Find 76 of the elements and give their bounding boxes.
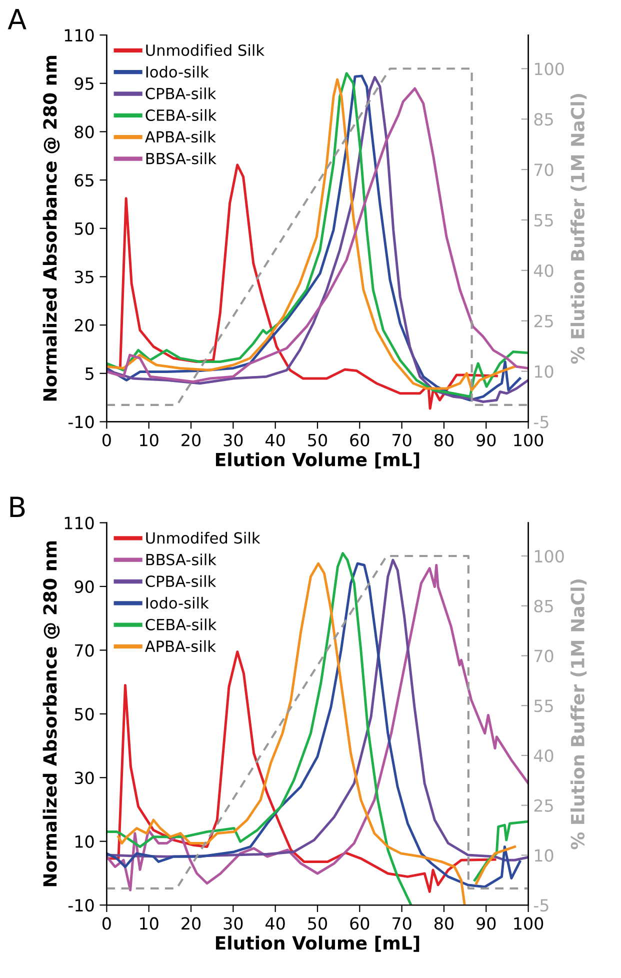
y2-tick-label: 55	[534, 700, 553, 712]
y-tick-label: 110	[64, 28, 94, 42]
y-tick-label: 110	[64, 516, 94, 530]
legend-label: BBSA-silk	[146, 152, 216, 164]
y-tick-label: -10	[68, 899, 94, 912]
x-tick-label: 100	[514, 434, 544, 446]
y2-tick-label: 70	[534, 650, 554, 662]
y2-tick-label: -5	[534, 416, 548, 428]
x-tick-label: 90	[476, 917, 496, 930]
y-tick-label: 30	[74, 772, 94, 784]
y-tick-label: 90	[74, 580, 94, 594]
legend-label: CPBA-silk	[146, 88, 216, 100]
legend-label: APBA-silk	[145, 130, 216, 143]
chart-title: A	[8, 8, 26, 30]
x-tick-label: 30	[224, 434, 243, 446]
x-axis-title: Elution Volume [mL]	[216, 452, 420, 469]
y-axis-title: Normalized Absorbance @ 280 nm	[42, 56, 60, 401]
x-tick-label: 80	[434, 917, 454, 930]
x-tick-label: 50	[308, 917, 327, 930]
y2-axis-title: % Elution Buffer (1M NaCl)	[570, 94, 587, 364]
legend-label: CPBA-silk	[146, 575, 216, 588]
x-axis-title: Elution Volume [mL]	[216, 936, 420, 952]
x-tick-label: 100	[514, 917, 544, 930]
y-tick-label: 65	[74, 174, 94, 187]
chart-title: B	[10, 496, 25, 517]
x-tick-label: 80	[434, 434, 454, 446]
x-tick-label: 70	[392, 917, 412, 930]
y2-tick-label: 70	[534, 163, 554, 176]
legend-label: Unmodifed Silk	[146, 532, 260, 544]
legend-label: BBSA-silk	[146, 554, 216, 566]
legend-label: Iodo-silk	[146, 66, 209, 78]
y-tick-label: 5	[86, 368, 94, 380]
x-tick-label: 60	[350, 434, 370, 446]
x-tick-label: 30	[224, 917, 243, 930]
y2-tick-label: 85	[534, 113, 553, 126]
y-tick-label: 70	[75, 644, 94, 657]
y2-axis-title: % Elution Buffer (1M NaCl)	[570, 579, 587, 850]
x-tick-label: 10	[140, 917, 158, 930]
line-series	[106, 164, 498, 410]
y-tick-label: 35	[74, 270, 94, 284]
y2-tick-label: 100	[534, 550, 564, 563]
y2-tick-label: 40	[534, 749, 554, 762]
legend-label: Iodo-silk	[146, 596, 209, 609]
y-tick-label: 95	[74, 77, 94, 90]
y-tick-label: 10	[76, 835, 94, 848]
legend-label: APBA-silk	[145, 640, 216, 652]
y-tick-label: 50	[74, 708, 94, 720]
y-tick-label: 20	[74, 319, 94, 332]
y2-tick-label: 10	[534, 849, 554, 862]
x-tick-label: 20	[182, 434, 201, 446]
y2-tick-label: 55	[534, 214, 553, 227]
x-tick-label: 40	[266, 434, 285, 446]
x-tick-label: 90	[476, 434, 496, 446]
x-tick-label: 60	[350, 917, 370, 930]
y2-tick-label: 85	[534, 600, 553, 612]
x-tick-label: 50	[308, 434, 327, 446]
y2-tick-label: -5	[534, 899, 548, 912]
y-axis-title: Normalized Absorbance @ 280 nm	[42, 541, 60, 886]
y2-tick-label: 25	[534, 314, 553, 328]
x-tick-label: 0	[102, 917, 111, 930]
y2-tick-label: 10	[534, 365, 554, 378]
legend-label: Unmodified Silk	[146, 44, 264, 56]
x-tick-label: 20	[182, 917, 201, 930]
y-tick-label: -10	[68, 416, 94, 428]
y-tick-label: 80	[74, 126, 94, 138]
x-tick-label: 40	[266, 917, 285, 930]
y-tick-label: 50	[74, 222, 94, 235]
y2-tick-label: 100	[534, 62, 564, 76]
legend-label: CEBA-silk	[146, 618, 217, 630]
y2-tick-label: 40	[534, 264, 554, 277]
y2-tick-label: 25	[534, 799, 553, 812]
line-series	[106, 650, 496, 893]
x-tick-label: 10	[140, 434, 158, 446]
x-tick-label: 0	[102, 434, 111, 446]
x-tick-label: 70	[392, 434, 412, 446]
legend-label: CEBA-silk	[146, 109, 217, 121]
